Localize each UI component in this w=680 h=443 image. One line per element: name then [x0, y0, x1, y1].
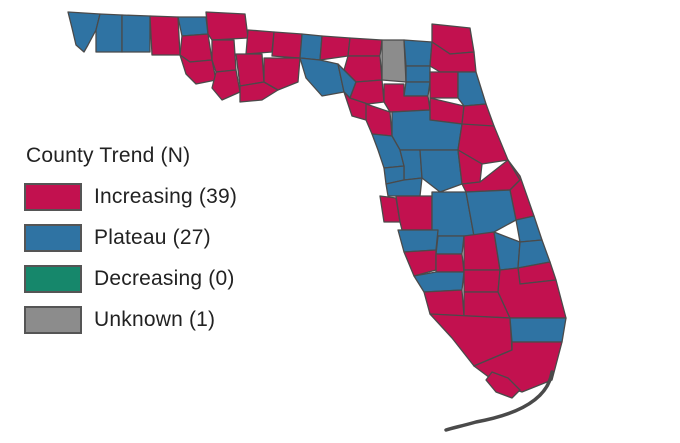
county-escambia [67, 11, 101, 53]
county-hardee [435, 235, 465, 255]
county-glades [463, 269, 501, 293]
county-jefferson [299, 33, 323, 61]
swatch-plateau [24, 224, 82, 252]
county-liberty [235, 53, 265, 87]
county-st-johns [457, 71, 487, 107]
county-holmes [177, 16, 209, 37]
county-gilchrist [349, 79, 385, 105]
county-calhoun [211, 39, 237, 73]
legend-item-unknown: Unknown (1) [24, 305, 237, 335]
county-volusia [457, 123, 509, 165]
county-monroe-keys [485, 371, 521, 399]
legend-title: County Trend (N) [26, 144, 191, 167]
county-sarasota [403, 249, 437, 277]
swatch-increasing [24, 183, 82, 211]
county-union [405, 65, 431, 83]
county-charlotte [413, 271, 465, 293]
county-gadsden [245, 29, 275, 55]
legend-label-increasing: Increasing (39) [94, 185, 238, 208]
county-osceola [465, 189, 517, 237]
county-clay [429, 71, 459, 99]
county-lake [419, 149, 463, 193]
county-okaloosa [121, 14, 151, 53]
county-walton [149, 15, 181, 56]
legend: County Trend (N) Increasing (39) Plateau… [24, 144, 237, 346]
county-desoto [435, 253, 465, 273]
county-indian-river [515, 215, 543, 243]
county-taylor [299, 57, 345, 97]
legend-label-plateau: Plateau (27) [94, 226, 211, 249]
county-manatee [397, 229, 439, 253]
county-baker [403, 39, 433, 67]
county-bradford [403, 81, 431, 97]
north-counties [365, 23, 509, 165]
legend-label-unknown: Unknown (1) [94, 308, 216, 331]
county-leon [271, 31, 303, 59]
legend-item-increasing: Increasing (39) [24, 182, 237, 212]
legend-label-decreasing: Decreasing (0) [94, 267, 235, 290]
panhandle-counties [67, 11, 385, 121]
county-wakulla [263, 57, 301, 91]
county-palm-beach [497, 267, 567, 319]
central-counties [371, 133, 551, 271]
county-alachua [383, 83, 431, 113]
county-pasco [385, 177, 423, 197]
swatch-decreasing [24, 265, 82, 293]
county-franklin [239, 81, 279, 103]
county-gulf [211, 69, 241, 101]
legend-item-decreasing: Decreasing (0) [24, 264, 237, 294]
south-counties [403, 249, 567, 432]
legend-item-plateau: Plateau (27) [24, 223, 237, 253]
county-santa-rosa [95, 13, 123, 53]
florida-keys [444, 370, 554, 432]
county-lee [423, 289, 465, 317]
swatch-unknown [24, 306, 82, 334]
county-hillsborough [395, 195, 433, 231]
county-columbia [381, 39, 407, 83]
county-hamilton [347, 37, 383, 57]
county-jackson [205, 11, 249, 41]
county-broward [509, 317, 567, 343]
county-madison [319, 35, 351, 61]
